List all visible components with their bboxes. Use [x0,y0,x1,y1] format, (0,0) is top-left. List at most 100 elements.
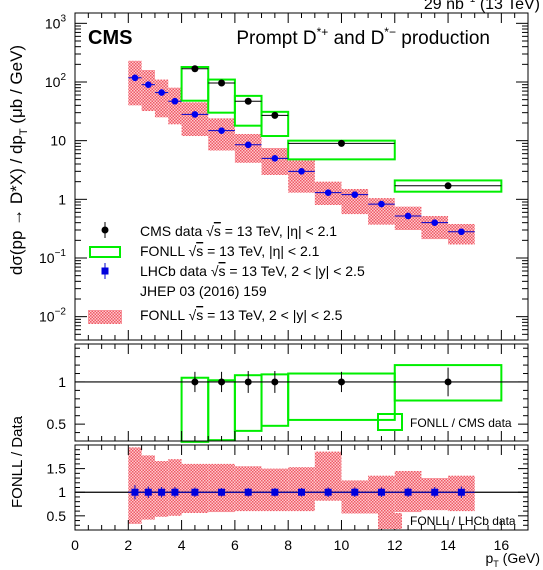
lhcb-point [244,141,252,149]
bottom-y-tick-label: 1.5 [47,461,67,477]
svg-text:FONLL / LHCb data: FONLL / LHCb data [410,514,516,528]
middle-ratio-legend: FONLL / CMS data [377,413,512,431]
ratio-y-axis-label: FONLL / Data [9,415,26,508]
x-tick-label: 6 [231,537,239,553]
x-tick-label: 4 [178,537,186,553]
ratio-lhcb-point [271,488,279,496]
top-y-tick-label: 10−2 [39,307,66,325]
cms-point [218,79,226,87]
top-data-points [128,65,502,236]
x-tick-label: 0 [71,537,79,553]
chart-title: Prompt D*+ and D*− production [236,25,490,49]
lhcb-point [271,155,279,162]
top-y-tick-label: 10−1 [39,248,66,266]
top-y-tick-label: 1 [58,191,66,207]
ratio-lhcb-point [377,488,385,496]
lhcb-point [298,168,305,175]
ratio-data-points [75,367,528,500]
x-tick-label: 14 [440,537,456,553]
fonll-lhcb-band [128,60,142,106]
x-tick-label: 16 [494,537,510,553]
lhcb-point [324,189,332,196]
lhcb-point [458,228,465,236]
legend: CMS data √s = 13 TeV, |η| < 2.1 FONLL √s… [88,222,365,324]
cms-point [271,111,279,119]
ratio-lhcb-point [144,488,152,496]
x-axis-label: pT (GeV) [485,550,540,569]
cms-point [337,139,345,147]
x-tick-label: 10 [334,537,350,553]
fonll-lhcb-band [234,133,262,163]
fonll-lhcb-band [154,79,169,118]
legend-reference: JHEP 03 (2016) 159 [140,283,267,299]
lhcb-point [218,127,225,134]
legend-entry-cms-data: CMS data √s = 13 TeV, |η| < 2.1 [101,222,337,239]
ratio-lhcb-point [131,488,139,496]
legend-entry-fonll-cms: FONLL √s = 13 TeV, |η| < 2.1 [89,243,320,259]
ratio-lhcb-point [171,488,179,496]
x-tick-label: 12 [387,537,403,553]
svg-text:FONLL √s = 13 TeV, 2 < |y| < 2: FONLL √s = 13 TeV, 2 < |y| < 2.5 [140,307,343,323]
middle-y-tick-label: 0.5 [47,416,67,432]
ratio-cms-point [191,378,199,386]
lhcb-point [378,200,385,208]
ratio-lhcb-point [404,488,412,496]
fonll-lhcb-band [168,87,182,125]
luminosity-label: 29 nb−1 (13 TeV) [424,0,540,13]
fonll-lhcb-band [288,160,315,193]
x-tick-label: 2 [124,537,132,553]
ratio-fonll-cms-box [393,364,503,402]
bottom-y-tick-label: 1 [58,484,66,500]
bottom-ratio-legend: FONLL / LHCb data [378,513,516,529]
legend-entry-fonll-lhcb: FONLL √s = 13 TeV, 2 < |y| < 2.5 [88,307,343,324]
ratio-cms-point [218,378,226,386]
ratio-lhcb-point [457,488,465,496]
cms-point [244,97,252,105]
bottom-y-tick-label: 0.5 [47,508,67,524]
ratio-cms-point [244,378,252,386]
lhcb-point [171,97,179,105]
ratio-lhcb-point [244,488,252,496]
ratio-cms-point [444,378,452,386]
cms-point [191,65,199,73]
top-y-tick-label: 102 [45,72,67,90]
svg-text:CMS data √s = 13 TeV, |η| < 2.: CMS data √s = 13 TeV, |η| < 2.1 [140,223,337,239]
ratio-lhcb-point [298,488,305,496]
top-y-axis-label: dσ(pp → D*X) / dpT (μb / GeV) [7,45,30,275]
x-tick-labels: 0 2 4 6 8 10 12 14 16 [71,537,509,553]
ratio-lhcb-point [158,488,166,496]
svg-text:LHCb data √s = 13 TeV, 2 < |y|: LHCb data √s = 13 TeV, 2 < |y| < 2.5 [140,263,365,279]
fonll-lhcb-band [208,118,235,151]
experiment-label: CMS [88,27,132,49]
fonll-lhcb-band [181,102,209,137]
svg-text:FONLL √s = 13 TeV, |η| < 2.1: FONLL √s = 13 TeV, |η| < 2.1 [140,243,320,259]
axis-ticks [74,13,529,531]
lhcb-point [144,81,152,88]
lhcb-point [404,212,412,220]
lhcb-point [431,219,439,226]
x-tick-label: 8 [284,537,292,553]
lhcb-point [191,111,199,118]
ratio-lhcb-point [191,488,199,496]
ratio-cms-point [271,378,279,386]
cms-point [444,182,452,190]
middle-y-tick-label: 1 [58,374,66,390]
svg-text:FONLL / CMS data: FONLL / CMS data [410,416,512,430]
fonll-lhcb-band [421,215,449,240]
ratio-lhcb-point [351,488,359,496]
fonll-cms-box [260,110,290,138]
ratio-lhcb-point [324,488,332,496]
bottom-fonll-lhcb-ratio [128,447,475,524]
top-fonll-lhcb-bands [128,60,475,245]
fonll-lhcb-band [141,70,155,112]
lhcb-point [131,74,139,82]
legend-entry-lhcb-data: LHCb data √s = 13 TeV, 2 < |y| < 2.5 [101,263,365,279]
lhcb-point [158,89,165,96]
top-y-tick-label: 103 [45,13,67,31]
fonll-cms-box [233,94,263,127]
ratio-lhcb-point [218,488,226,496]
top-y-tick-label: 10 [50,133,66,149]
ratio-lhcb-point [431,488,439,496]
